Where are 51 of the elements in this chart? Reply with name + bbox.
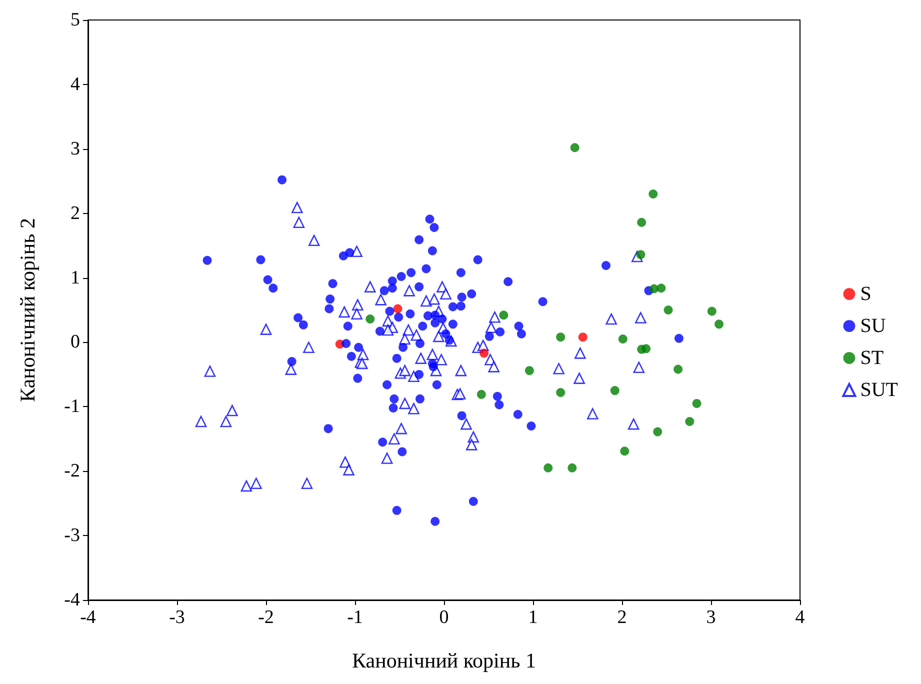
point bbox=[674, 364, 683, 374]
point bbox=[692, 398, 702, 408]
point bbox=[568, 463, 577, 472]
point bbox=[653, 427, 662, 436]
point bbox=[570, 143, 580, 152]
y-tick-label: 1 bbox=[70, 267, 80, 288]
point bbox=[480, 348, 489, 358]
point bbox=[556, 332, 566, 342]
y-tick-label: 2 bbox=[70, 202, 80, 224]
point bbox=[610, 386, 620, 396]
point bbox=[366, 314, 375, 324]
y-tick-label: 3 bbox=[70, 138, 80, 160]
point bbox=[707, 306, 716, 316]
y-tick-label: -3 bbox=[64, 525, 80, 546]
y-tick-label: -4 bbox=[64, 590, 80, 610]
point bbox=[499, 310, 508, 320]
x-tick-label: -3 bbox=[169, 607, 185, 628]
y-tick-label: -1 bbox=[64, 396, 80, 418]
x-tick-label: 2 bbox=[617, 607, 627, 628]
y-tick-label: -2 bbox=[64, 460, 80, 482]
point bbox=[648, 190, 658, 198]
legend-label: SUT bbox=[860, 379, 898, 401]
y-tick-label: 5 bbox=[70, 10, 80, 30]
point bbox=[714, 320, 724, 329]
x-tick-label: 1 bbox=[528, 607, 538, 628]
x-tick-label: 0 bbox=[439, 607, 449, 628]
x-axis-title: Канонічний корінь 1 bbox=[352, 648, 536, 672]
point bbox=[637, 218, 646, 227]
x-tick-label: 3 bbox=[706, 607, 716, 628]
point bbox=[476, 390, 486, 399]
y-tick-label: 0 bbox=[70, 332, 80, 353]
point bbox=[578, 332, 588, 342]
point bbox=[393, 304, 402, 314]
y-tick-label: 4 bbox=[70, 74, 80, 95]
point bbox=[656, 284, 666, 293]
point bbox=[664, 306, 673, 314]
point bbox=[524, 366, 534, 376]
x-tick-label: 4 bbox=[795, 607, 806, 628]
point bbox=[618, 334, 628, 344]
point bbox=[642, 344, 651, 354]
point bbox=[544, 463, 553, 472]
x-tick-label: -1 bbox=[347, 607, 363, 628]
y-axis-title: Канонічний корінь 2 bbox=[16, 218, 40, 402]
legend-label: ST bbox=[860, 347, 884, 369]
x-tick-label: -2 bbox=[258, 607, 274, 628]
legend-label: S bbox=[860, 283, 872, 305]
point bbox=[620, 446, 630, 456]
point bbox=[636, 250, 646, 260]
legend-label: SU bbox=[860, 315, 886, 337]
point bbox=[556, 388, 566, 397]
point bbox=[685, 416, 694, 426]
